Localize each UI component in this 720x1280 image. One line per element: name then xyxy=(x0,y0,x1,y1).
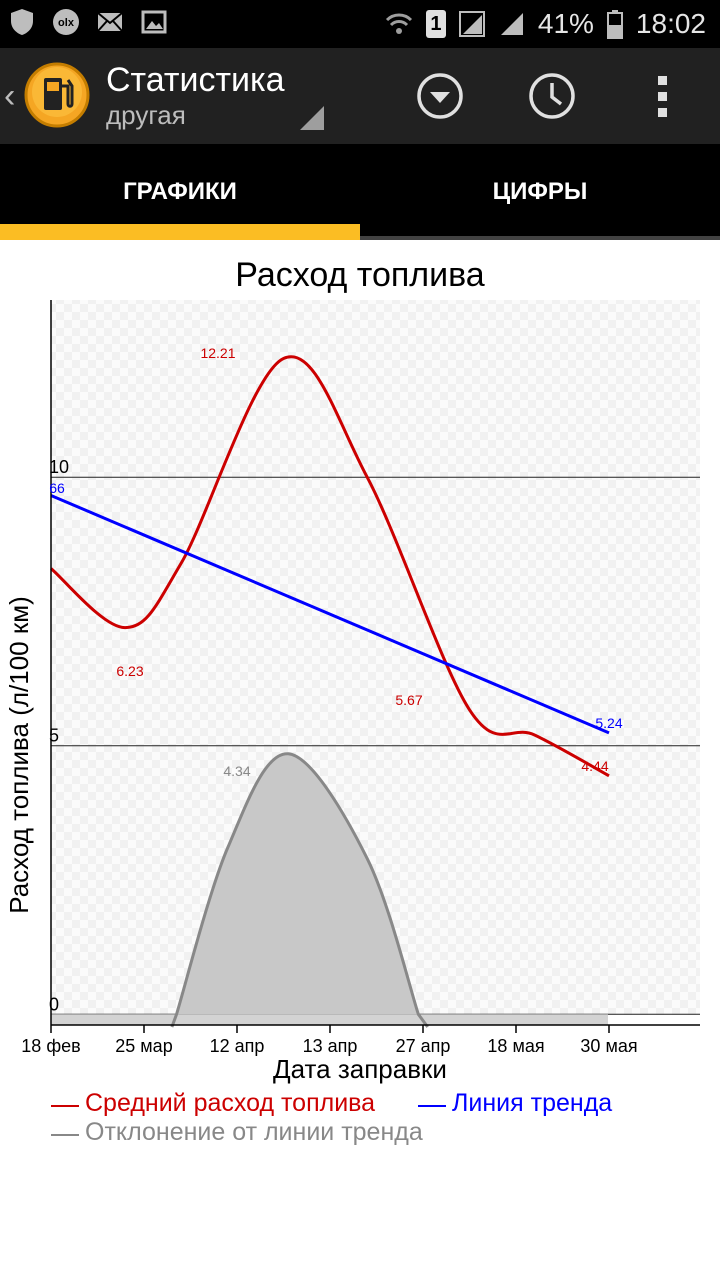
data-label-deviation: 4.34 xyxy=(223,763,250,779)
back-chevron-icon[interactable]: ‹ xyxy=(4,77,16,115)
x-tick-label: 30 мая xyxy=(580,1036,637,1056)
x-tick-label: 13 апр xyxy=(303,1036,358,1056)
chart-title: Расход топлива xyxy=(235,256,485,294)
data-label-trend: 66 xyxy=(49,480,65,496)
tab-numbers[interactable]: ЦИФРЫ xyxy=(492,178,588,205)
trend-line xyxy=(50,494,610,735)
x-tick-label: 25 мар xyxy=(115,1036,172,1056)
action-bar: ‹ Статистика другая xyxy=(0,48,720,144)
olx-icon: olx xyxy=(53,9,79,35)
data-label-avg: 5.67 xyxy=(395,692,422,708)
fuel-pump-icon[interactable] xyxy=(24,62,90,128)
x-tick-label: 18 мая xyxy=(487,1036,544,1056)
overflow-menu-icon[interactable] xyxy=(638,70,688,122)
shield-icon xyxy=(11,9,33,35)
y-tick-label: 10 xyxy=(49,457,69,477)
y-axis-label: Расход топлива (л/100 км) xyxy=(4,596,34,914)
fuel-chart: Расход топлива 0 5 10 12.21 6.23 5.67 4.44 66 5… xyxy=(4,256,700,1146)
legend-label-trend: Линия тренда xyxy=(452,1089,612,1117)
tab-divider xyxy=(360,236,720,240)
deviation-baseline-band xyxy=(51,1014,608,1025)
avg-line xyxy=(50,355,610,778)
y-tick-label: 0 xyxy=(49,994,59,1014)
data-labels: 12.21 6.23 5.67 4.44 66 5.24 4.34 xyxy=(49,345,623,779)
tab-charts[interactable]: ГРАФИКИ xyxy=(123,178,237,205)
wifi-icon xyxy=(385,13,412,34)
page-title: Статистика xyxy=(106,61,285,99)
legend: Средний расход топлива Линия тренда Откл… xyxy=(51,1089,612,1146)
mail-icon xyxy=(97,12,123,32)
data-label-trend: 5.24 xyxy=(595,715,622,731)
data-label-avg: 6.23 xyxy=(116,663,143,679)
x-tick-label: 18 фев xyxy=(21,1036,80,1056)
status-bar: olx 1 41% 18:02 xyxy=(0,0,720,48)
data-label-avg: 4.44 xyxy=(581,758,608,774)
image-icon xyxy=(141,10,167,34)
data-label-avg: 12.21 xyxy=(200,345,235,361)
deviation-area xyxy=(176,753,419,1015)
x-tick-label: 12 апр xyxy=(210,1036,265,1056)
dropdown-circle-icon[interactable] xyxy=(414,70,466,122)
x-axis-ticks: 18 фев 25 мар 12 апр 13 апр 27 апр 18 мая 30 м… xyxy=(21,1025,638,1056)
page-subtitle[interactable]: другая xyxy=(106,100,186,130)
x-axis-label: Дата заправки xyxy=(273,1054,447,1084)
clock-icon[interactable] xyxy=(526,70,578,122)
active-tab-indicator xyxy=(0,224,360,240)
dropdown-corner-icon[interactable] xyxy=(300,106,324,130)
svg-text:olx: olx xyxy=(58,17,75,29)
signal-icon-2 xyxy=(500,13,523,35)
legend-label-deviation: Отклонение от линии тренда xyxy=(85,1118,423,1146)
signal-icon xyxy=(458,11,485,37)
sim-indicator: 1 xyxy=(425,10,446,38)
series-group xyxy=(50,355,700,1028)
notification-icons: olx xyxy=(6,6,170,38)
battery-icon xyxy=(606,10,623,39)
clock: 18:02 xyxy=(635,8,706,39)
y-tick-label: 5 xyxy=(49,726,59,746)
battery-percent: 41% xyxy=(537,8,594,39)
deviation-line xyxy=(170,752,429,1028)
legend-label-avg: Средний расход топлива xyxy=(85,1089,375,1117)
x-tick-label: 27 апр xyxy=(396,1036,451,1056)
